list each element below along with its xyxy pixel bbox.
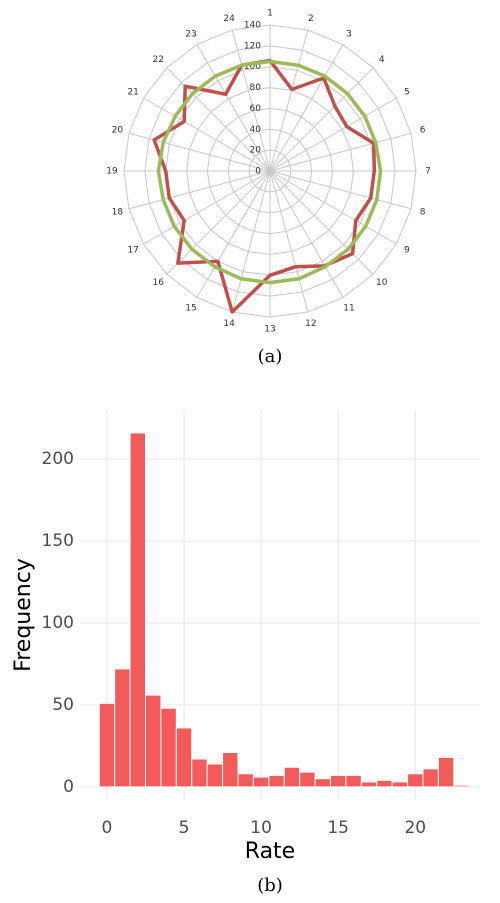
caption: (a) (258, 346, 283, 367)
spoke-label: 20 (112, 126, 124, 136)
spoke (231, 29, 271, 172)
spoke-label: 1 (267, 9, 273, 19)
bar (422, 768, 439, 788)
x-tick-label: 20 (404, 818, 426, 838)
bar (175, 727, 193, 788)
spoke (143, 97, 271, 172)
spoke-label: 13 (264, 325, 275, 335)
spoke-label: 17 (127, 246, 138, 256)
spoke-label: 9 (404, 246, 410, 256)
bar (252, 776, 270, 788)
x-tick-label: 5 (179, 818, 190, 838)
spoke-label: 21 (127, 88, 138, 98)
bar (314, 778, 331, 788)
x-tick-label: 0 (102, 818, 113, 838)
bar (391, 781, 409, 788)
bar (160, 707, 177, 788)
y-tick-label: 50 (52, 695, 74, 715)
radial-tick-label: 140 (244, 21, 261, 31)
bar (114, 668, 131, 788)
spoke-label: 4 (379, 55, 385, 65)
spoke (231, 170, 271, 313)
y-tick-label: 100 (42, 613, 74, 633)
spoke-label: 7 (425, 167, 431, 177)
bar (222, 751, 239, 788)
bar (437, 756, 455, 788)
spoke-label: 22 (153, 55, 164, 65)
radial-tick-label: 60 (250, 104, 262, 114)
y-axis-label: Frequency (11, 558, 36, 672)
series-line (152, 58, 377, 314)
y-tick-label: 150 (42, 531, 74, 551)
series-line (156, 59, 383, 285)
spoke (166, 170, 271, 275)
spoke (128, 170, 271, 210)
x-axis-label: Rate (245, 839, 295, 864)
bar (129, 432, 147, 788)
spoke-label: 10 (376, 278, 388, 288)
spoke (269, 29, 309, 172)
radial-tick-label: 40 (250, 125, 262, 135)
spoke (269, 170, 344, 298)
spoke (269, 170, 374, 275)
spoke-label: 18 (112, 207, 124, 217)
spoke (269, 44, 344, 172)
radial-tick-label: 100 (244, 62, 261, 72)
bar (407, 773, 424, 788)
spoke-label: 14 (223, 319, 235, 329)
bar (329, 774, 347, 788)
spoke-label: 24 (223, 14, 235, 24)
bar (283, 766, 301, 788)
bar (268, 774, 285, 788)
caption: (b) (257, 875, 283, 896)
spoke-label: 3 (346, 30, 352, 40)
y-tick-label: 0 (63, 777, 74, 797)
spoke-label: 15 (185, 303, 196, 313)
spoke (269, 170, 397, 245)
x-tick-label: 15 (327, 818, 349, 838)
spoke-label: 23 (185, 30, 196, 40)
radial-tick-label: 80 (250, 83, 262, 93)
bar (345, 774, 362, 788)
spoke (269, 67, 374, 172)
spoke (269, 170, 309, 313)
bar (98, 702, 116, 788)
radial-tick-label: 0 (255, 167, 261, 177)
spoke-label: 19 (106, 167, 118, 177)
bar (206, 763, 224, 788)
radial-tick-label: 20 (250, 146, 262, 156)
spoke (196, 44, 271, 172)
spoke (269, 170, 412, 210)
spoke (269, 97, 397, 172)
bar (237, 773, 254, 788)
spoke-label: 16 (153, 278, 165, 288)
spoke (196, 170, 271, 298)
spoke (269, 132, 412, 172)
spoke-label: 8 (420, 207, 426, 217)
spoke (143, 170, 271, 245)
spoke-label: 5 (404, 88, 410, 98)
spoke-label: 12 (305, 319, 316, 329)
bar (376, 779, 393, 788)
spoke-label: 2 (308, 14, 314, 24)
bar (191, 758, 208, 788)
x-tick-label: 10 (250, 818, 272, 838)
bar (360, 781, 378, 788)
bar (299, 771, 316, 788)
spoke-label: 6 (420, 126, 426, 136)
spoke-label: 11 (343, 303, 354, 313)
y-tick-label: 200 (42, 449, 74, 469)
radial-tick-label: 120 (244, 41, 261, 51)
bar (453, 784, 470, 788)
bar (145, 694, 162, 788)
